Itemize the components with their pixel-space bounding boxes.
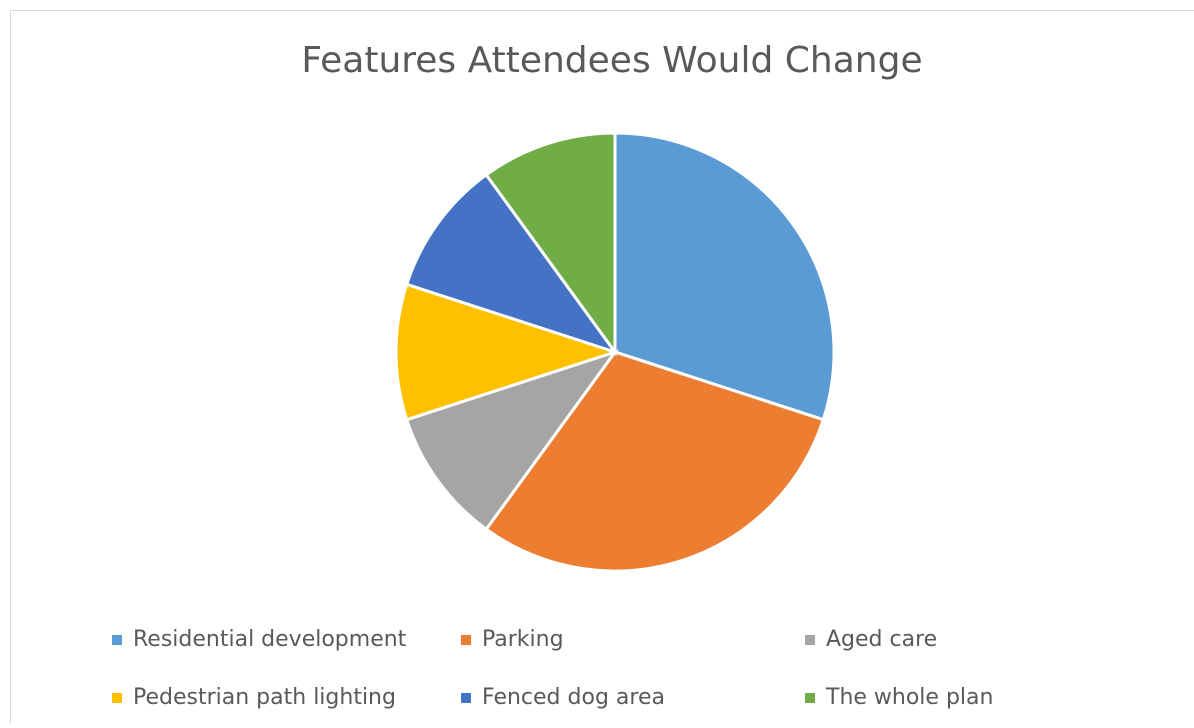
legend-label: Pedestrian path lighting — [133, 685, 396, 710]
legend-label: Aged care — [826, 627, 937, 652]
chart-title: Features Attendees Would Change — [301, 40, 922, 81]
legend-label: The whole plan — [825, 685, 993, 710]
pie — [396, 133, 834, 571]
legend-swatch — [461, 693, 471, 703]
legend-swatch — [112, 693, 122, 703]
legend-swatch — [805, 635, 815, 645]
legend-label: Fenced dog area — [482, 685, 665, 710]
legend-label: Parking — [482, 627, 564, 652]
legend-swatch — [112, 635, 122, 645]
legend-swatch — [461, 635, 471, 645]
legend-label: Residential development — [133, 627, 407, 652]
legend-swatch — [805, 693, 815, 703]
